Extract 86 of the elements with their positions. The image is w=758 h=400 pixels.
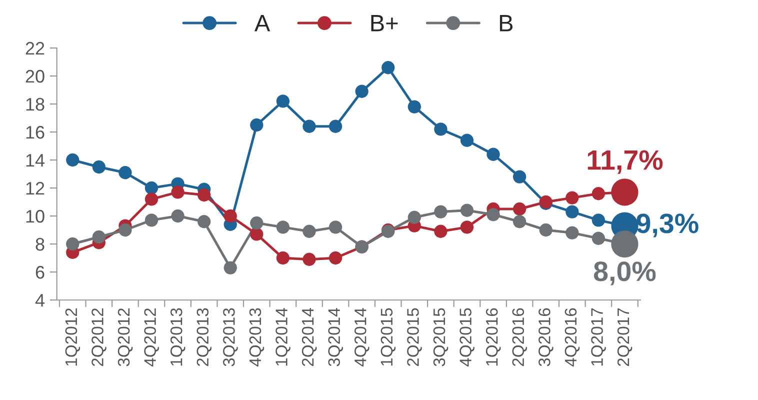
y-tick-label: 8 [36,238,44,251]
y-tick-label: 10 [26,210,44,223]
point [486,208,500,222]
point [250,228,264,241]
point [566,191,579,204]
x-tick-label: 3Q2014 [328,308,343,366]
legend-label: B [500,15,513,32]
x-tick-label: 1Q2015 [380,308,396,366]
x-tick-label: 1Q2016 [486,308,501,366]
point [276,251,290,265]
x-tick-label: 4Q2015 [460,308,474,366]
x-tick-label: 2Q2013 [196,308,212,366]
point [592,232,606,245]
point [460,220,474,234]
point [224,209,237,223]
x-tick-label: 1Q2012 [65,308,80,366]
point [355,84,368,98]
point [434,122,448,136]
x-tick-label: 1Q2013 [170,308,186,366]
point [328,220,342,234]
x-tick-label: 2Q2016 [512,308,528,366]
point [66,237,80,251]
x-tick-label: 3Q2012 [118,308,133,366]
point [328,251,342,265]
x-tick-label: 2Q2012 [92,308,106,366]
point [408,100,421,114]
y-tick-label: 6 [36,266,44,279]
y-tick-label: 20 [26,70,44,83]
point [434,224,448,238]
y-tick-label: 4 [35,294,45,307]
x-tick-label: 4Q2013 [249,308,264,366]
point [512,170,526,184]
data-label: 8,0% [594,262,656,286]
point [144,181,158,195]
x-tick-label: 3Q2015 [433,308,448,366]
x-tick-label: 3Q2016 [538,308,554,366]
y-tick-label: 16 [26,126,44,139]
point [302,252,316,266]
data-label: 11,7% [588,150,663,174]
point [250,216,264,230]
point [592,214,606,227]
point [434,205,448,218]
x-tick-label: 1Q2017 [591,308,606,366]
point [276,94,290,108]
x-tick-label: 4Q2016 [564,308,580,366]
x-tick-label: 2Q2017 [617,308,632,366]
point [512,215,526,228]
legend-label: B+ [371,15,398,32]
point [408,210,421,224]
point [118,223,132,237]
point [171,186,184,199]
point [302,224,316,238]
x-tick-label: 4Q2014 [354,308,370,366]
x-tick-label: 1Q2014 [276,308,290,366]
y-tick-label: 14 [26,154,45,167]
point [539,223,552,237]
point [460,134,474,147]
y-tick-label: 12 [26,182,44,195]
x-tick-label: 4Q2012 [144,308,159,366]
point [486,148,500,161]
point [224,261,237,274]
point [512,202,526,216]
point [566,205,579,218]
point [92,160,106,174]
point [66,153,80,167]
x-tick-label: 3Q2013 [223,308,238,366]
point [118,166,132,180]
y-tick-label: 22 [26,42,44,55]
point [144,214,158,227]
point [197,215,211,228]
point [144,192,158,206]
point [250,118,264,132]
point [328,120,342,133]
x-tick-label: 2Q2015 [407,308,422,366]
point [460,204,474,217]
point [197,188,211,202]
x-tick-label: 2Q2014 [302,308,317,366]
legend-label: A [254,15,270,32]
y-tick-label: 18 [26,98,44,111]
point [302,120,316,133]
point [592,187,606,200]
point [566,226,579,240]
point [171,209,184,223]
point [92,230,106,244]
point [382,61,395,74]
point [276,220,290,234]
